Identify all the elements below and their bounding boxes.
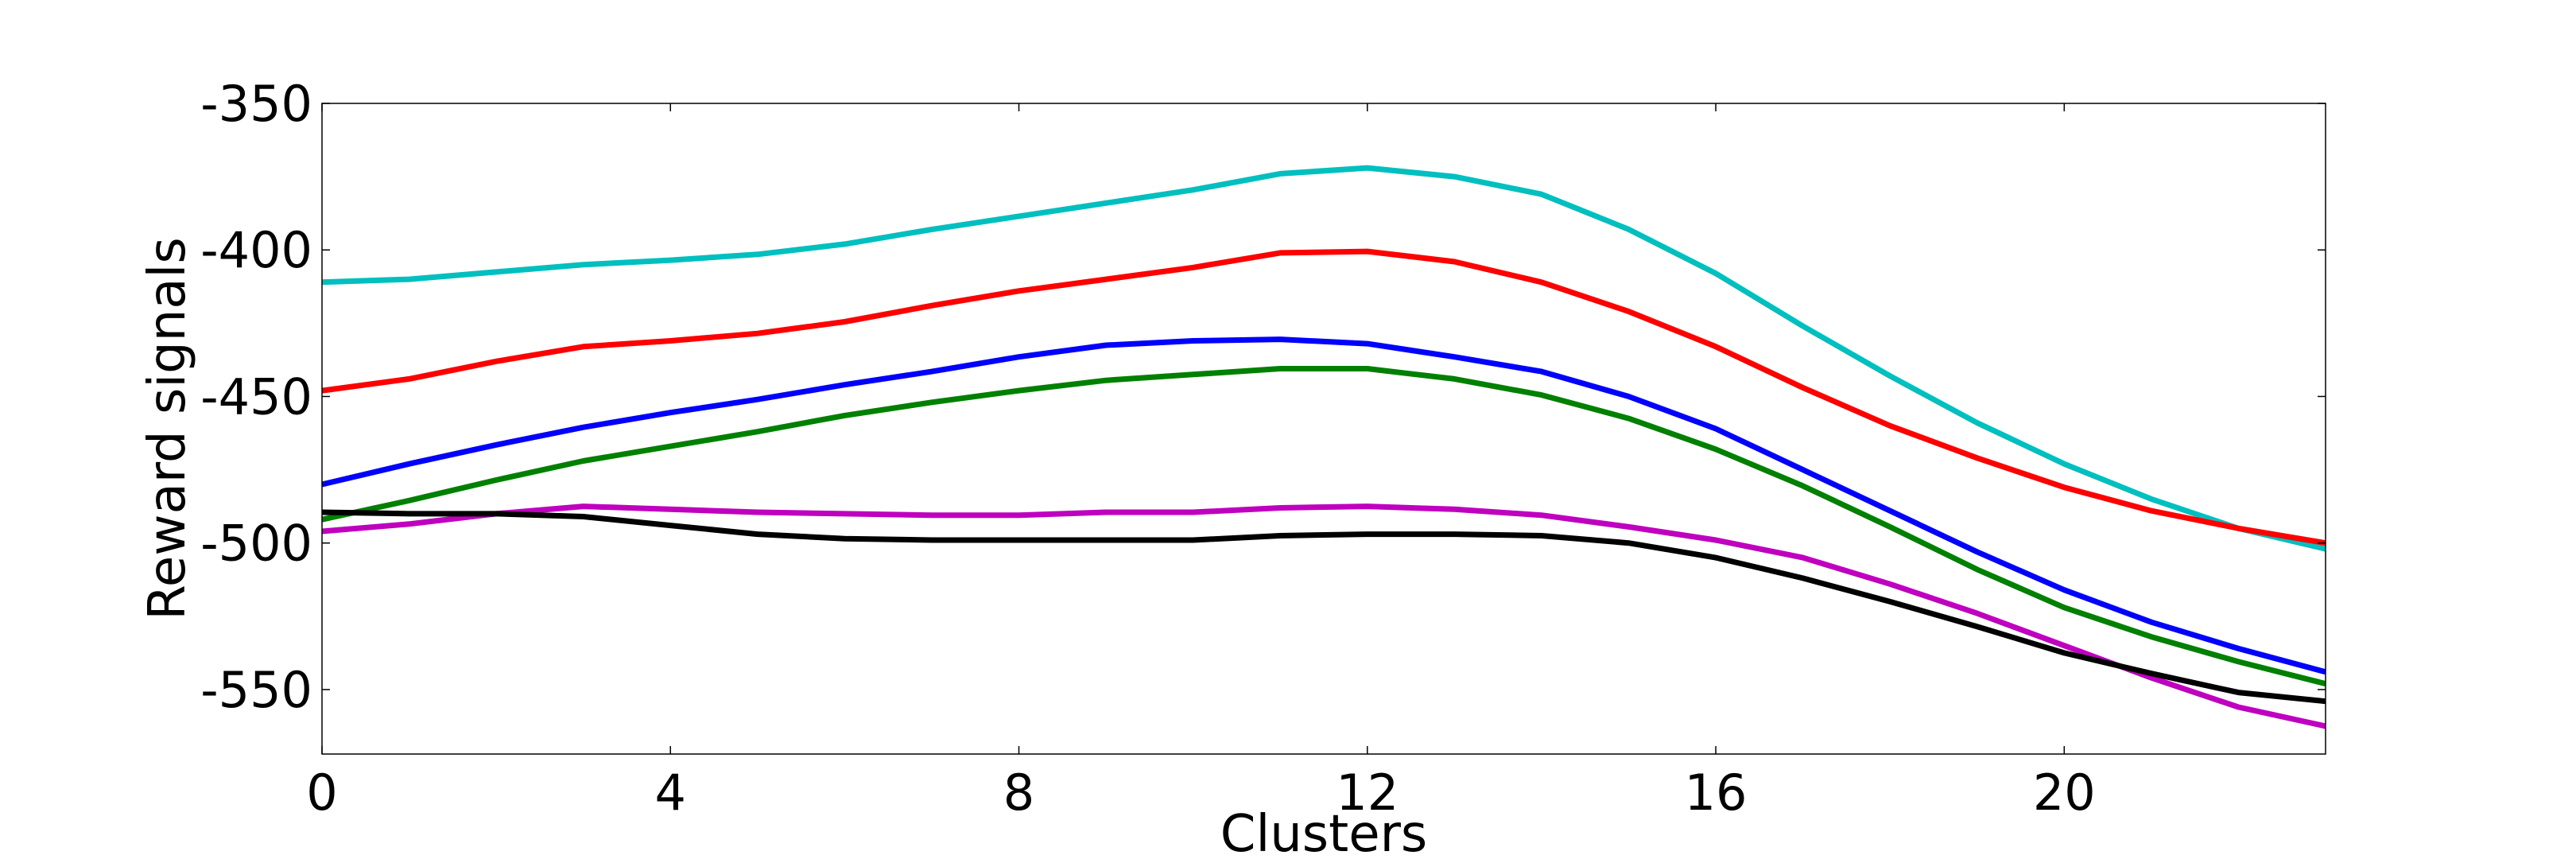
x-tick-label: 4 [655,764,686,822]
y-tick-label: -450 [200,367,312,426]
series-line-4 [321,366,2326,686]
x-axis-title: Clusters [1220,805,1428,859]
series-line-2 [321,248,2326,546]
y-axis-title: Reward signals [138,237,197,620]
x-tick-label: 12 [1336,764,1399,822]
y-tick-label: -550 [200,661,312,719]
x-tick-label: 0 [306,764,337,822]
x-tick-label: 20 [2033,764,2096,822]
x-tick-label: 16 [1685,764,1748,822]
series-line-1 [321,165,2326,552]
plot-frame [321,103,2326,755]
y-tick-label: -350 [200,75,312,133]
tick-layer: 0 4 8 12 16 20 -350 -400 -450 -500 -550 [200,75,2326,822]
y-tick-label: -500 [200,515,312,573]
y-tick-label: -400 [200,221,312,279]
series-layer [321,165,2326,729]
series-line-6 [321,509,2326,705]
x-tick-label: 8 [1003,764,1034,822]
series-line-5 [321,503,2326,729]
series-line-3 [321,336,2326,675]
